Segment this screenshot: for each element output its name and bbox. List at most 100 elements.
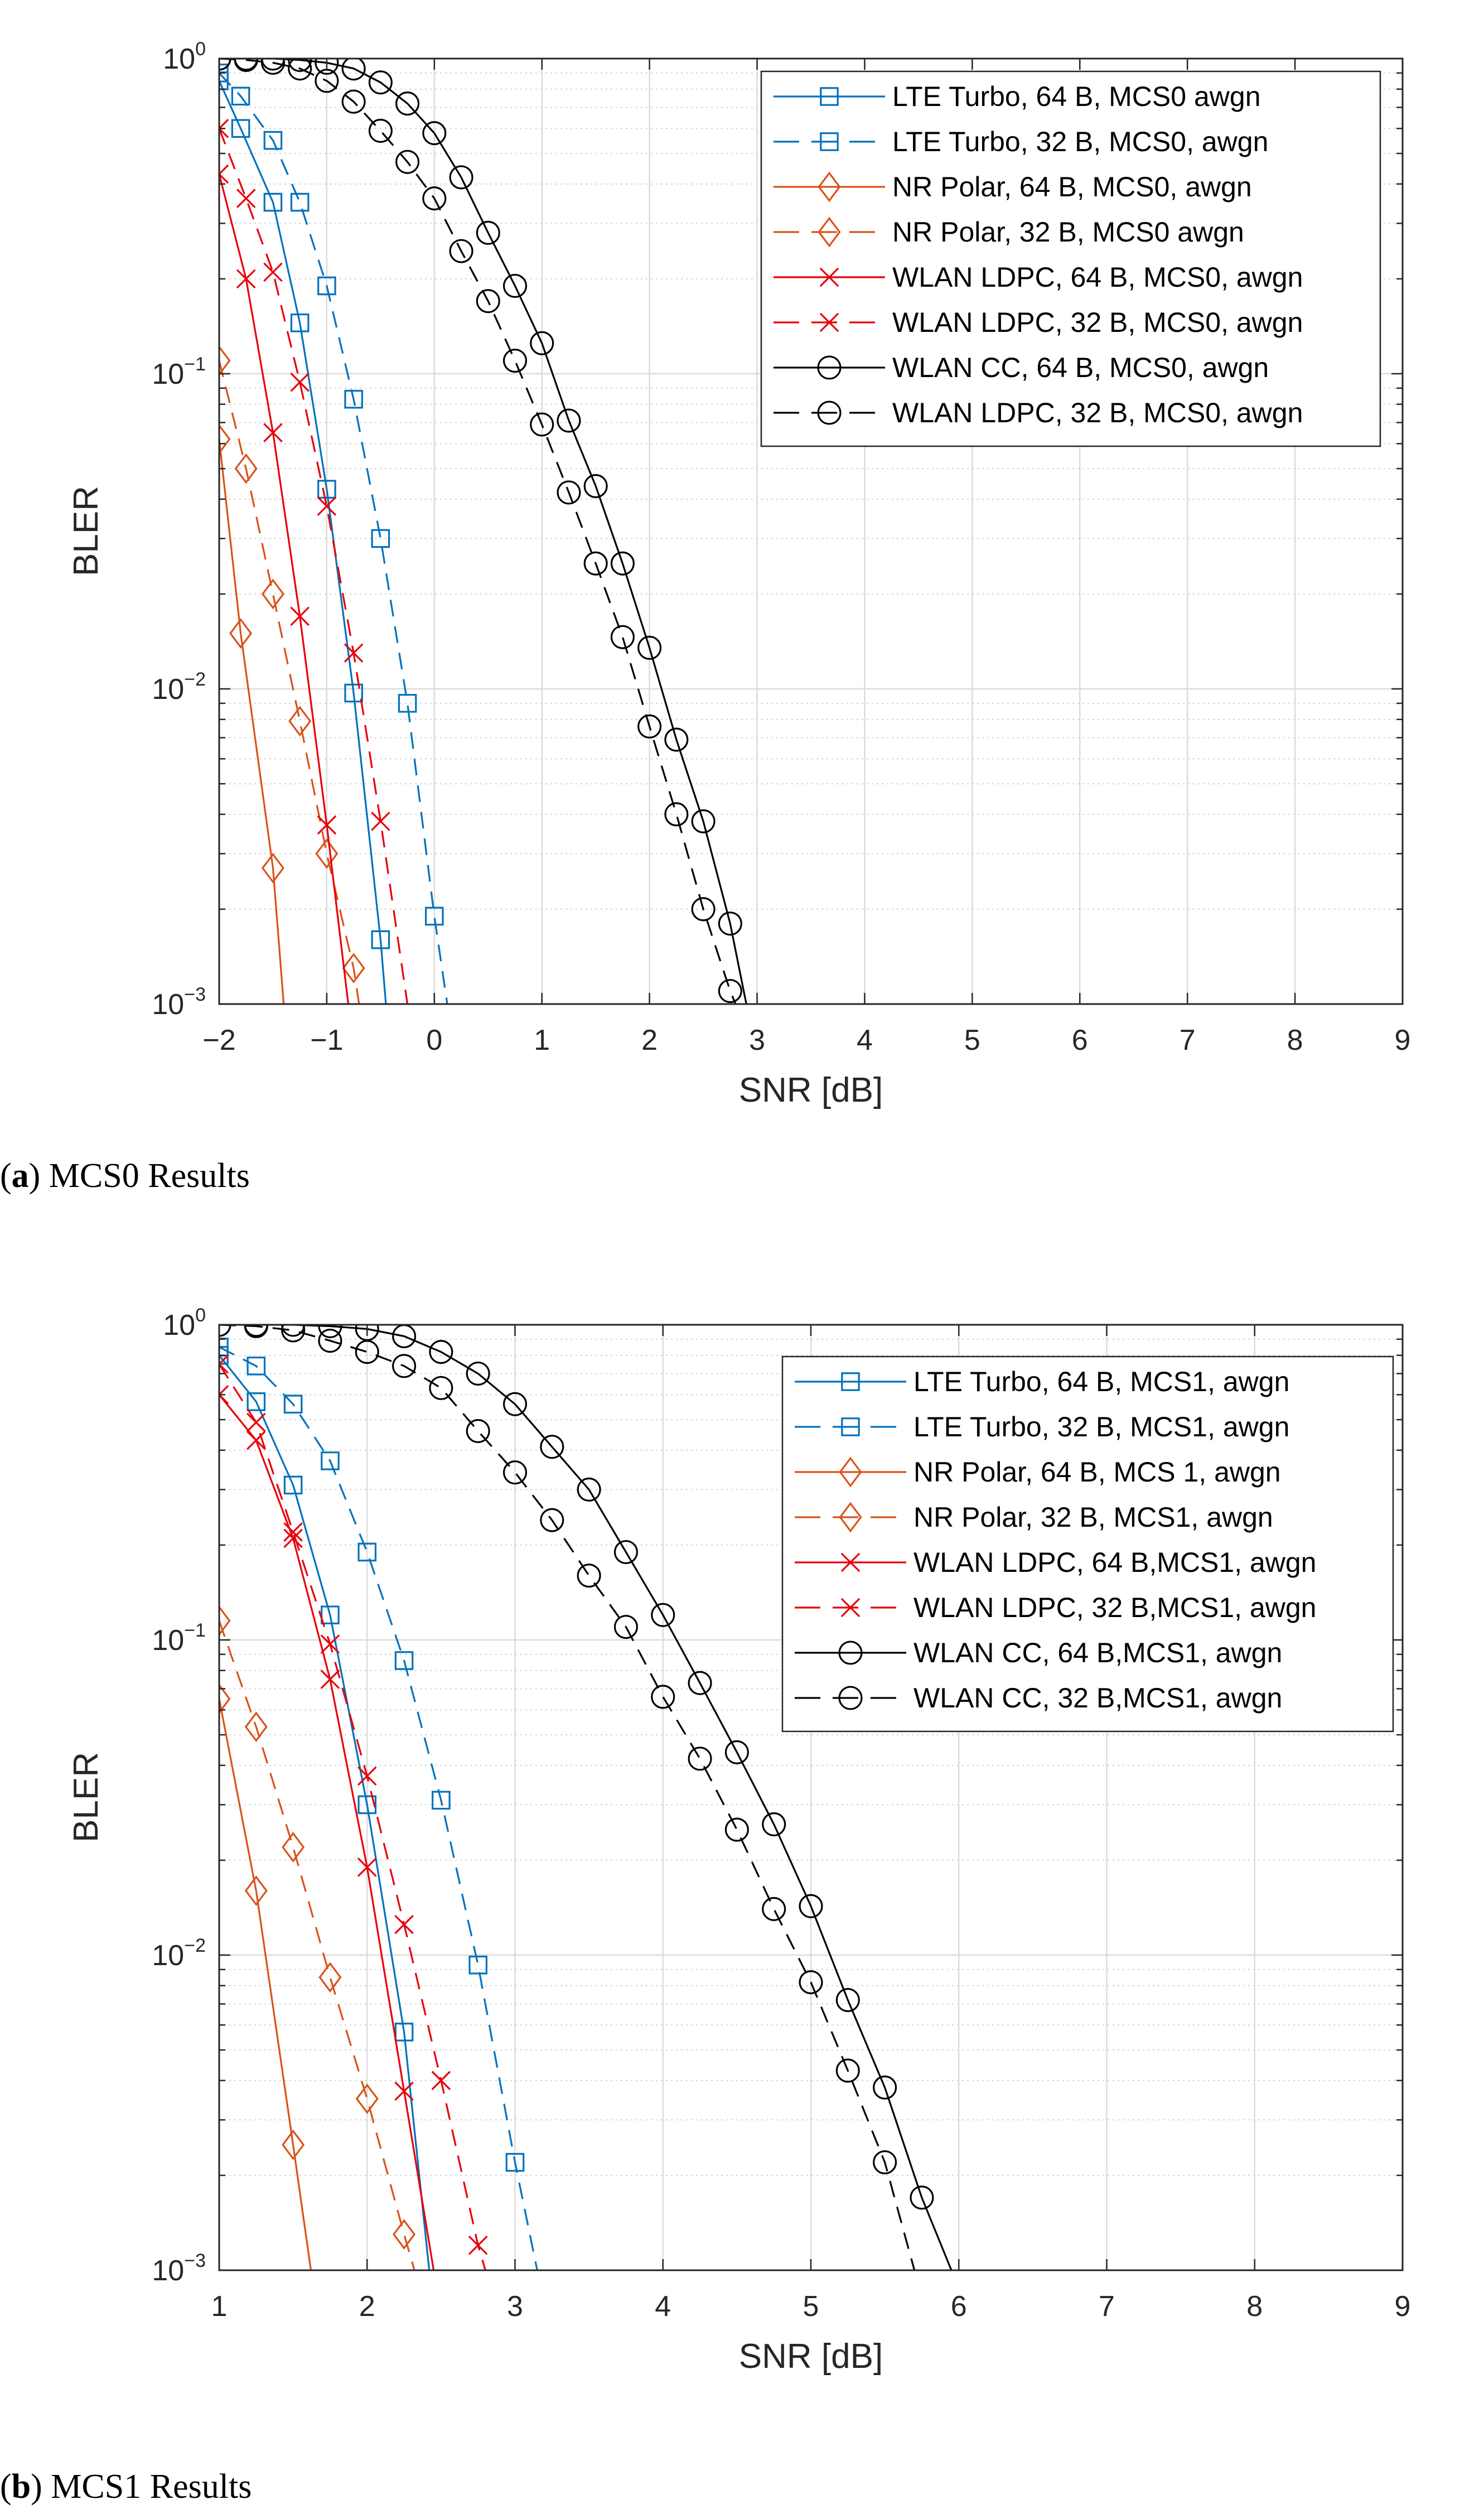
data-point — [263, 131, 283, 150]
data-point — [219, 345, 231, 376]
data-point — [395, 91, 420, 116]
plot-frame — [218, 57, 1404, 1005]
data-point — [394, 1914, 414, 1934]
data-point — [691, 897, 716, 921]
data-point — [318, 1962, 342, 1993]
data-point — [371, 930, 390, 949]
data-point — [357, 1857, 377, 1877]
data-point — [317, 815, 337, 835]
data-point — [344, 389, 363, 409]
y-tick-base: 10 — [152, 2255, 184, 2287]
x-tick-label: 4 — [857, 1024, 873, 1056]
data-point — [341, 59, 366, 81]
panel-caption: (a) MCS0 Results — [0, 1157, 250, 1195]
data-point — [317, 496, 337, 516]
x-tick-label: 0 — [426, 1024, 442, 1056]
legend-entry: LTE Turbo, 64 B, MCS0 awgn — [774, 81, 1261, 112]
x-tick-labels: 1 2 3 4 5 6 7 8 9 — [211, 2290, 1411, 2323]
data-point — [219, 1354, 229, 1374]
data-point — [290, 313, 310, 332]
data-point — [664, 727, 689, 752]
data-point — [283, 1475, 303, 1495]
y-tick-label: 10−1 — [152, 1620, 206, 1657]
data-point — [762, 1812, 786, 1837]
data-point — [613, 1540, 638, 1565]
legend-label: NR Polar, 64 B, MCS0, awgn — [892, 171, 1252, 202]
data-point — [288, 59, 312, 81]
y-tick-base: 10 — [152, 988, 184, 1021]
data-point — [246, 1357, 266, 1376]
data-point — [449, 165, 473, 190]
data-point — [688, 1671, 712, 1695]
y-tick-base: 10 — [163, 43, 195, 75]
x-tick-label: 3 — [749, 1024, 765, 1056]
data-point — [244, 1711, 268, 1743]
y-tick-exponent: −1 — [184, 1620, 206, 1641]
panel-caption: (b) MCS1 Results — [0, 2468, 252, 2506]
data-point — [466, 1418, 490, 1444]
series-line — [219, 1354, 431, 2270]
data-point — [432, 1791, 451, 1810]
legend-entry: WLAN LDPC, 64 B,MCS1, awgn — [795, 1547, 1317, 1578]
legend-label: WLAN CC, 64 B,MCS1, awgn — [913, 1637, 1282, 1668]
legend-label: WLAN LDPC, 64 B,MCS1, awgn — [913, 1547, 1317, 1578]
data-point — [530, 331, 554, 355]
data-point — [219, 64, 229, 83]
legend-marker — [838, 1686, 863, 1710]
data-point — [219, 1683, 231, 1715]
legend-label: NR Polar, 32 B, MCS0 awgn — [892, 216, 1244, 248]
y-tick-exponent: −2 — [184, 669, 206, 690]
data-point — [468, 2235, 488, 2255]
series-layer — [219, 59, 747, 1004]
data-point — [219, 423, 231, 455]
y-tick-label: 10−2 — [152, 669, 206, 706]
series-lte-turbo-32-b-mcs1-awgn — [219, 1338, 538, 2270]
caption-letter: b — [12, 2468, 31, 2506]
data-point — [317, 276, 336, 296]
data-point — [425, 906, 444, 926]
legend-marker — [820, 132, 839, 151]
data-point — [344, 643, 364, 663]
series-lte-turbo-64-b-mcs1-awgn — [219, 1345, 431, 2270]
axis-ticks — [218, 57, 1404, 1005]
data-point — [355, 2083, 379, 2114]
y-tick-base: 10 — [152, 673, 184, 706]
data-point — [234, 59, 258, 73]
x-tick-label: 8 — [1287, 1024, 1303, 1056]
y-axis-label: BLER — [67, 1752, 105, 1842]
y-tick-label: 100 — [163, 1305, 206, 1342]
legend-label: WLAN LDPC, 64 B, MCS0, awgn — [892, 262, 1303, 293]
data-point — [395, 149, 420, 174]
data-point — [724, 1740, 749, 1764]
data-point — [799, 1894, 823, 1918]
data-point — [873, 2075, 897, 2100]
data-point — [320, 1669, 340, 1689]
data-point — [290, 192, 310, 212]
y-tick-exponent: 0 — [195, 1305, 206, 1326]
data-point — [530, 412, 554, 437]
data-point — [429, 1376, 453, 1400]
data-point — [835, 1988, 860, 2013]
data-point — [368, 70, 393, 95]
data-point — [583, 551, 608, 576]
legend: LTE Turbo, 64 B, MCS0 awgn LTE Turbo, 32 … — [760, 70, 1381, 447]
data-point — [371, 812, 390, 831]
legend-label: WLAN CC, 32 B,MCS1, awgn — [913, 1682, 1282, 1714]
series-line — [219, 1346, 538, 2270]
series-lte-turbo-32-b-mcs0-awgn — [219, 64, 448, 1004]
x-tick-label: 7 — [1180, 1024, 1196, 1056]
x-tick-label: −2 — [202, 1024, 235, 1056]
legend-entry: WLAN CC, 64 B, MCS0, awgn — [774, 352, 1269, 383]
x-tick-label: 5 — [964, 1024, 980, 1056]
legend-label: WLAN LDPC, 32 B, MCS0, awgn — [892, 397, 1303, 428]
series-line — [219, 80, 387, 1004]
y-tick-label: 10−2 — [152, 1935, 206, 1972]
data-point — [318, 1325, 342, 1339]
data-point — [260, 59, 285, 75]
y-tick-exponent: 0 — [195, 38, 206, 60]
data-point — [236, 189, 256, 208]
data-point — [219, 119, 229, 138]
data-point — [290, 372, 310, 392]
data-point — [762, 1897, 786, 1921]
